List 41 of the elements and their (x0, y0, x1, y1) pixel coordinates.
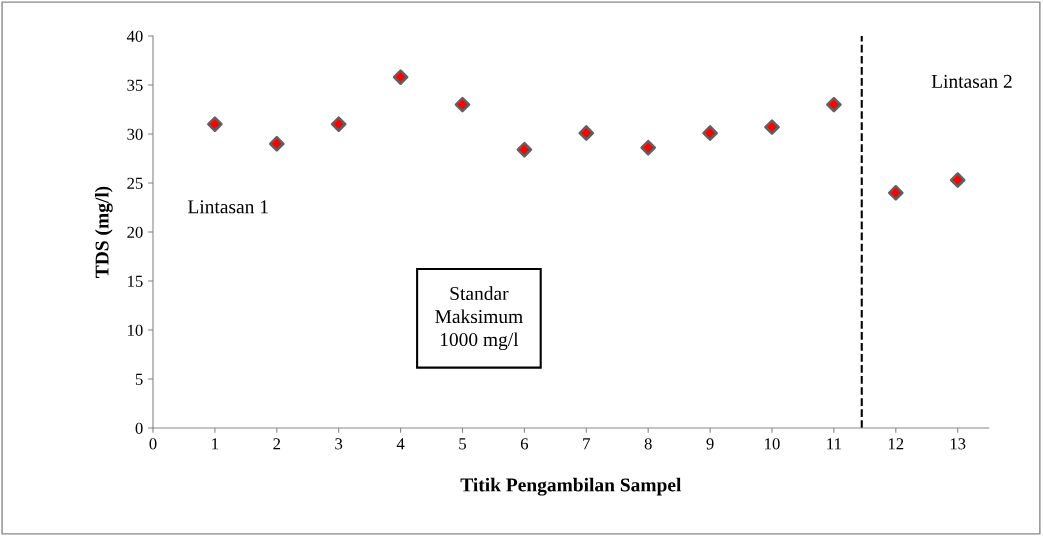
y-tick-label: 15 (128, 275, 143, 287)
point (207, 116, 223, 133)
point (949, 172, 966, 188)
x-tick-label: 4 (396, 438, 405, 450)
point (702, 125, 718, 141)
y-tick-label: 40 (126, 30, 143, 42)
point (826, 96, 842, 113)
point (330, 116, 347, 133)
x-tick-label: 0 (149, 438, 157, 450)
point (764, 119, 780, 135)
y-tick-label: 30 (127, 128, 143, 140)
point (516, 141, 533, 158)
y-tick-label: 10 (128, 324, 143, 336)
point (454, 96, 471, 113)
x-tick-label: 3 (335, 438, 343, 450)
x-axis-title: Titik Pengambilan Sampel (460, 477, 682, 496)
x-tick-label: 6 (520, 438, 529, 450)
x-tick-label: 13 (950, 438, 966, 450)
y-tick-label: 25 (127, 177, 143, 189)
annotation: Lintasan 1 (188, 200, 268, 214)
x-tick-label: 11 (827, 438, 841, 450)
y-tick-label: 5 (135, 373, 143, 385)
x-tick-label: 2 (273, 438, 281, 450)
x-tick-label: 10 (765, 438, 780, 450)
x-tick-label: 12 (888, 438, 904, 450)
x-tick-label: 8 (644, 438, 652, 450)
x-tick-label: 5 (459, 438, 467, 450)
annotation: Lintasan 2 (931, 74, 1012, 88)
y-axis-title: TDS (mg/l) (94, 186, 113, 278)
y-tick-label: 0 (135, 422, 143, 434)
point (268, 135, 285, 152)
point (578, 125, 595, 141)
x-tick-label: 9 (706, 438, 714, 450)
point (887, 184, 904, 201)
point (640, 139, 657, 156)
y-tick-label: 35 (127, 79, 143, 91)
y-tick-label: 20 (127, 226, 143, 238)
annotation: Standar Maksimum 1000 mg/l (435, 286, 523, 351)
x-tick-label: 7 (583, 438, 590, 450)
point (392, 69, 409, 85)
x-tick-label: 1 (212, 438, 219, 450)
